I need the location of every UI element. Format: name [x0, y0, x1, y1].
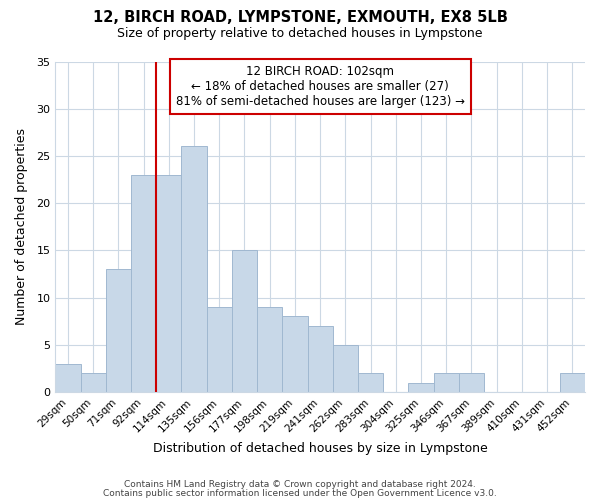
- Text: Size of property relative to detached houses in Lympstone: Size of property relative to detached ho…: [117, 28, 483, 40]
- Bar: [131, 175, 156, 392]
- Bar: [232, 250, 257, 392]
- Bar: [257, 307, 283, 392]
- Text: 12, BIRCH ROAD, LYMPSTONE, EXMOUTH, EX8 5LB: 12, BIRCH ROAD, LYMPSTONE, EXMOUTH, EX8 …: [92, 10, 508, 25]
- Bar: [560, 373, 585, 392]
- Bar: [55, 364, 80, 392]
- Bar: [358, 373, 383, 392]
- Bar: [434, 373, 459, 392]
- Bar: [106, 269, 131, 392]
- Text: Contains public sector information licensed under the Open Government Licence v3: Contains public sector information licen…: [103, 488, 497, 498]
- Bar: [156, 175, 181, 392]
- Y-axis label: Number of detached properties: Number of detached properties: [15, 128, 28, 325]
- Bar: [459, 373, 484, 392]
- Bar: [206, 307, 232, 392]
- Bar: [80, 373, 106, 392]
- X-axis label: Distribution of detached houses by size in Lympstone: Distribution of detached houses by size …: [153, 442, 488, 455]
- Bar: [308, 326, 333, 392]
- Text: Contains HM Land Registry data © Crown copyright and database right 2024.: Contains HM Land Registry data © Crown c…: [124, 480, 476, 489]
- Text: 12 BIRCH ROAD: 102sqm
← 18% of detached houses are smaller (27)
81% of semi-deta: 12 BIRCH ROAD: 102sqm ← 18% of detached …: [176, 65, 464, 108]
- Bar: [181, 146, 206, 392]
- Bar: [283, 316, 308, 392]
- Bar: [409, 382, 434, 392]
- Bar: [333, 344, 358, 392]
